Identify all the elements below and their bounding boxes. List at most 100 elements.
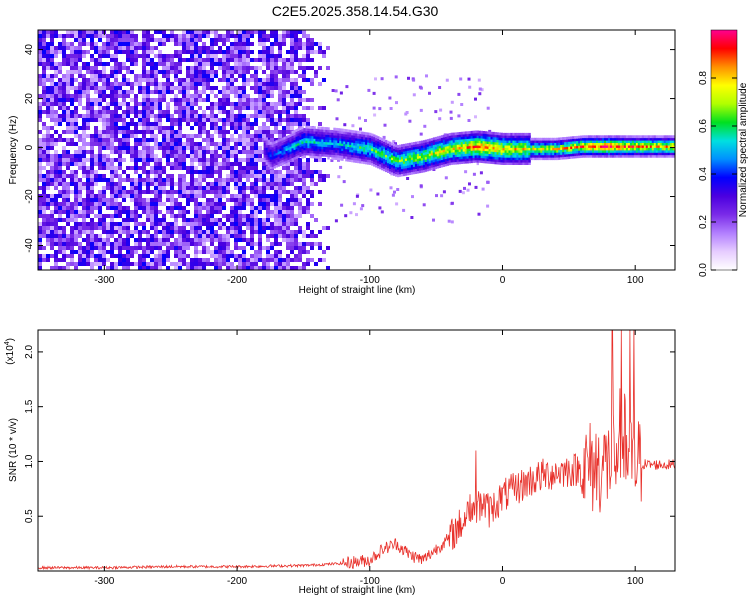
spectrogram-cell bbox=[54, 154, 58, 158]
spectrogram-cell bbox=[102, 214, 106, 218]
spectrogram-cell bbox=[138, 254, 142, 258]
spectrogram-cell bbox=[102, 118, 106, 122]
spectrogram-cell bbox=[142, 166, 146, 170]
spectrogram-cell bbox=[74, 110, 78, 114]
ridge-cell bbox=[357, 140, 360, 144]
spectrogram-cell bbox=[262, 266, 266, 270]
spectrogram-cell bbox=[242, 250, 246, 254]
spectrogram-cell bbox=[214, 114, 218, 118]
spectrogram-cell bbox=[94, 254, 98, 258]
spectrogram-cell bbox=[266, 86, 270, 90]
spectrogram-cell bbox=[210, 154, 214, 158]
spectrogram-cell bbox=[62, 158, 66, 162]
ridge-cell bbox=[422, 145, 426, 148]
spectrogram-cell bbox=[274, 110, 278, 114]
spectrogram-cell bbox=[110, 150, 114, 154]
spectrogram-cell bbox=[166, 226, 170, 230]
ridge-cell bbox=[293, 142, 296, 145]
spectrogram-cell bbox=[50, 166, 54, 170]
spectrogram-cell bbox=[282, 166, 286, 170]
spectrogram-cell bbox=[306, 190, 310, 194]
spectrogram-cell bbox=[206, 34, 210, 38]
spectrogram-cell bbox=[50, 86, 54, 90]
spectrogram-cell bbox=[190, 134, 194, 138]
spectrogram-cell bbox=[238, 218, 242, 222]
spectrogram-cell bbox=[286, 170, 290, 174]
ridge-cell bbox=[383, 146, 386, 150]
spectrogram-cell bbox=[62, 182, 66, 186]
ridge-cell bbox=[263, 147, 266, 151]
spectrogram-cell bbox=[198, 206, 202, 210]
ridge-cell bbox=[379, 166, 382, 170]
ridge-cell bbox=[353, 135, 356, 139]
spectrogram-cell bbox=[286, 230, 290, 234]
spectrogram-cell bbox=[66, 182, 70, 186]
spectrogram-cell bbox=[158, 190, 162, 194]
spectrogram-cell bbox=[98, 138, 102, 142]
spectrogram-cell bbox=[419, 108, 423, 112]
spectrogram-cell bbox=[126, 190, 130, 194]
spectrogram-cell bbox=[254, 106, 258, 110]
ridge-cell bbox=[482, 135, 485, 139]
spectrogram-cell bbox=[54, 90, 58, 94]
spectrogram-cell bbox=[78, 166, 82, 170]
spectrogram-cell bbox=[118, 202, 122, 206]
spectrogram-cell bbox=[270, 114, 274, 118]
spectrogram-cell bbox=[122, 122, 126, 126]
spectrogram-cell bbox=[38, 30, 42, 34]
ridge-cell bbox=[339, 150, 342, 154]
spectrogram-cell bbox=[302, 70, 306, 74]
ridge-cell bbox=[432, 144, 436, 148]
spectrogram-cell bbox=[94, 170, 98, 174]
ridge-cell bbox=[347, 134, 350, 138]
ridge-cell bbox=[385, 157, 388, 160]
ridge-cell bbox=[448, 155, 452, 158]
spectrogram-cell bbox=[42, 206, 46, 210]
spectrogram-cell bbox=[206, 170, 210, 174]
ridge-cell bbox=[281, 142, 284, 146]
spectrogram-cell bbox=[142, 154, 146, 158]
spectrogram-cell bbox=[82, 54, 86, 58]
spectrogram-cell bbox=[182, 214, 186, 218]
ridge-cell bbox=[381, 157, 384, 161]
spectrogram-cell bbox=[266, 186, 270, 190]
ridge-cell bbox=[281, 140, 284, 143]
ridge-cell bbox=[426, 139, 430, 142]
spectrogram-cell bbox=[210, 122, 214, 126]
spectrogram-cell bbox=[106, 74, 110, 78]
spectrogram-cell bbox=[82, 170, 86, 174]
spectrogram-cell bbox=[294, 70, 298, 74]
spectrogram-cell bbox=[138, 206, 142, 210]
spectrogram-cell bbox=[290, 266, 294, 270]
spectrogram-cell bbox=[134, 190, 138, 194]
spectrogram-cell bbox=[258, 234, 262, 238]
ridge-cell bbox=[466, 146, 469, 149]
spectrogram-cell bbox=[50, 78, 54, 82]
ridge-cell bbox=[484, 143, 487, 147]
spectrogram-cell bbox=[126, 166, 130, 170]
spectrogram-cell bbox=[230, 234, 234, 238]
spectrogram-cell bbox=[274, 210, 278, 214]
spectrogram-cell bbox=[110, 170, 114, 174]
ridge-cell bbox=[406, 165, 410, 168]
ridge-cell bbox=[343, 146, 346, 149]
spectrogram-cell bbox=[242, 262, 246, 266]
ridge-cell bbox=[389, 171, 392, 174]
ridge-cell bbox=[277, 149, 280, 152]
spectrogram-cell bbox=[186, 266, 190, 270]
spectrogram-cell bbox=[98, 266, 102, 270]
ridge-cell bbox=[424, 166, 428, 170]
ridge-cell bbox=[412, 164, 416, 167]
ridge-cell bbox=[488, 156, 491, 159]
spectrogram-cell bbox=[234, 242, 238, 246]
ridge-cell bbox=[387, 148, 390, 151]
spectrogram-cell bbox=[146, 266, 150, 270]
spectrogram-cell bbox=[66, 158, 70, 162]
spectrogram-cell bbox=[246, 38, 250, 42]
spectrogram-cells bbox=[38, 30, 492, 270]
spectrogram-cell bbox=[70, 54, 74, 58]
ridge-cell bbox=[351, 159, 354, 163]
ridge-cell bbox=[339, 133, 342, 136]
ridge-cell bbox=[337, 155, 340, 158]
spectrogram-cell bbox=[238, 202, 242, 206]
